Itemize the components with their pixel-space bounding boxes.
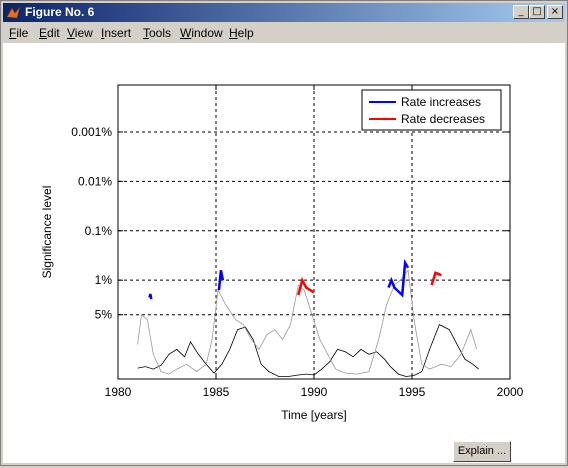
y-tick-label: 0.001% [71,125,112,139]
legend: Rate increases Rate decreases [362,90,501,130]
menu-help[interactable]: Help [229,26,254,40]
minimize-icon: _ [519,6,524,17]
minimize-button[interactable]: _ [513,5,529,19]
y-tick-label: 0.01% [78,174,112,188]
maximize-icon: □ [532,6,541,17]
close-icon: × [551,6,559,17]
significance-chart: 1980 1985 1990 1995 20000.001%0.01%0.1%1%5% … [3,43,565,463]
series-line [138,325,479,377]
menu-window[interactable]: Window [180,26,223,40]
window-title: Figure No. 6 [25,5,94,19]
series-line-highlight [432,273,442,285]
y-tick-label: 5% [95,308,113,322]
menu-edit[interactable]: Edit [39,26,60,40]
x-tick-label: 1985 [203,385,230,399]
menu-tools[interactable]: Tools [143,26,171,40]
x-tick-label: 1995 [399,385,426,399]
series-line-highlight [219,270,223,290]
series-line-highlight [389,263,409,295]
x-tick-label: 1980 [105,385,132,399]
menu-file[interactable]: File [9,26,28,40]
matlab-icon [6,5,21,20]
explain-button[interactable]: Explain ... [453,441,511,462]
series-line [138,270,477,374]
y-tick-label: 0.1% [85,224,113,238]
x-tick-label: 1990 [301,385,328,399]
title-bar[interactable]: Figure No. 6 _ □ × [3,3,565,22]
x-tick-label: 2000 [497,385,524,399]
close-button[interactable]: × [547,5,563,19]
x-axis-label: Time [years] [281,408,347,422]
maximize-button[interactable]: □ [529,5,545,19]
menu-bar: File Edit View Insert Tools Window Help [3,23,565,42]
legend-label-increases: Rate increases [401,95,481,109]
series-line-highlight [149,294,151,299]
menu-view[interactable]: View [67,26,93,40]
figure-canvas: 1980 1985 1990 1995 2000 0.001% 0.01% 0.1% 1% 5% … [3,43,565,463]
y-axis-label: Significance level [40,186,54,279]
legend-label-decreases: Rate decreases [401,112,485,126]
menu-insert[interactable]: Insert [101,26,131,40]
y-tick-label: 1% [95,273,113,287]
series-line-highlight [298,280,314,295]
